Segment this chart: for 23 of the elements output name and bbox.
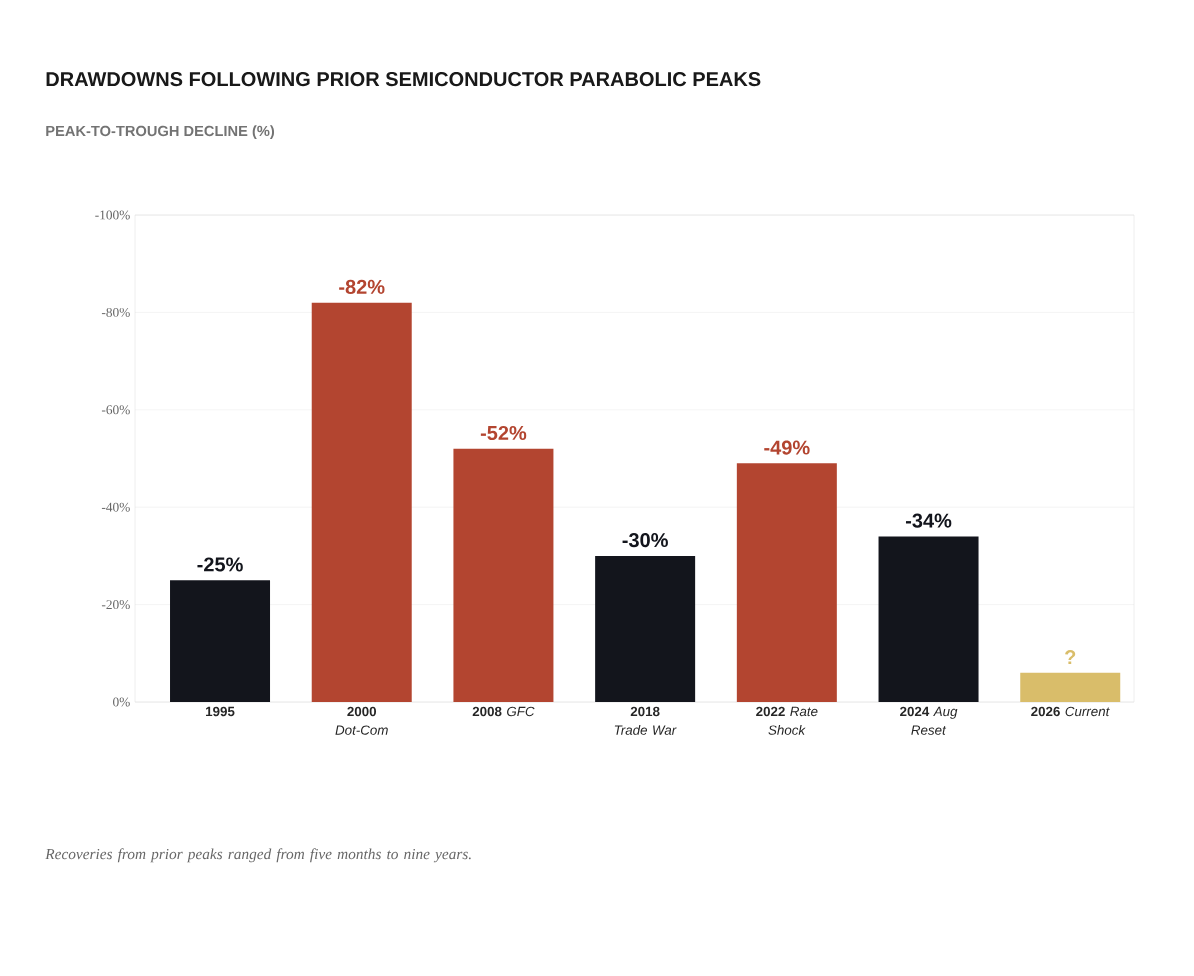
data-label: ? xyxy=(1065,650,1076,665)
data-label: -52% xyxy=(480,425,527,441)
data-label: -82% xyxy=(339,279,385,294)
x-tick-label: 2000 Dot-Com xyxy=(335,706,388,735)
x-tick-label: 1995 xyxy=(206,706,235,717)
text: Recoveries from prior peaks ranged from five months to nine years. xyxy=(45,848,471,863)
y-tick-label: -40% xyxy=(101,502,130,512)
y-tick-label: -80% xyxy=(101,307,130,317)
chart-subtitle: PEAK-TO-TROUGH DECLINE (%) xyxy=(46,125,275,140)
data-label: -49% xyxy=(764,440,810,455)
x-tick-label: 2024 Aug Reset xyxy=(900,706,958,735)
data-label: -25% xyxy=(197,557,243,572)
y-tick-label: -60% xyxy=(101,405,130,415)
chart-title: DRAWDOWNS FOLLOWING PRIOR SEMICONDUCTOR PARABOLIC PEAKS xyxy=(46,72,761,87)
y-tick-label: -100% xyxy=(95,210,130,220)
data-label: -34% xyxy=(905,513,952,528)
y-tick-label: -20% xyxy=(101,600,130,610)
x-tick-label: 2018 Trade War xyxy=(614,706,677,735)
data-label: -30% xyxy=(622,533,668,548)
y-tick-label: 0% xyxy=(113,697,130,707)
x-tick-label: 2022 Rate Shock xyxy=(756,706,818,735)
x-tick-label: 2008 GFC xyxy=(472,706,535,717)
x-tick-label: 2026 Current xyxy=(1031,706,1110,717)
